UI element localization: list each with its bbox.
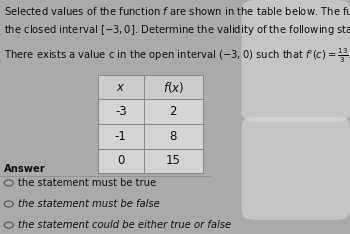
Text: -1: -1 <box>115 130 127 143</box>
FancyBboxPatch shape <box>241 117 350 220</box>
Text: the closed interval $[-3, 0]$. Determine the validity of the following statement: the closed interval $[-3, 0]$. Determine… <box>4 23 350 37</box>
Text: the statement must be true: the statement must be true <box>18 178 156 188</box>
Text: 2: 2 <box>169 105 177 118</box>
Text: 15: 15 <box>166 154 181 167</box>
Text: There exists a value c in the open interval $(-3, 0)$ such that $f'(c) = \frac{1: There exists a value c in the open inter… <box>4 47 350 65</box>
Text: $f(x)$: $f(x)$ <box>163 80 184 95</box>
Text: Answer: Answer <box>4 164 45 174</box>
Text: the statement could be either true or false: the statement could be either true or fa… <box>18 220 231 230</box>
Text: 8: 8 <box>169 130 177 143</box>
Text: 0: 0 <box>117 154 125 167</box>
FancyBboxPatch shape <box>241 0 350 122</box>
Text: -3: -3 <box>115 105 127 118</box>
Text: $x$: $x$ <box>116 81 125 94</box>
Text: the statement must be false: the statement must be false <box>18 199 160 209</box>
Text: Selected values of the function $f$ are shown in the table below. The function $: Selected values of the function $f$ are … <box>4 5 350 17</box>
